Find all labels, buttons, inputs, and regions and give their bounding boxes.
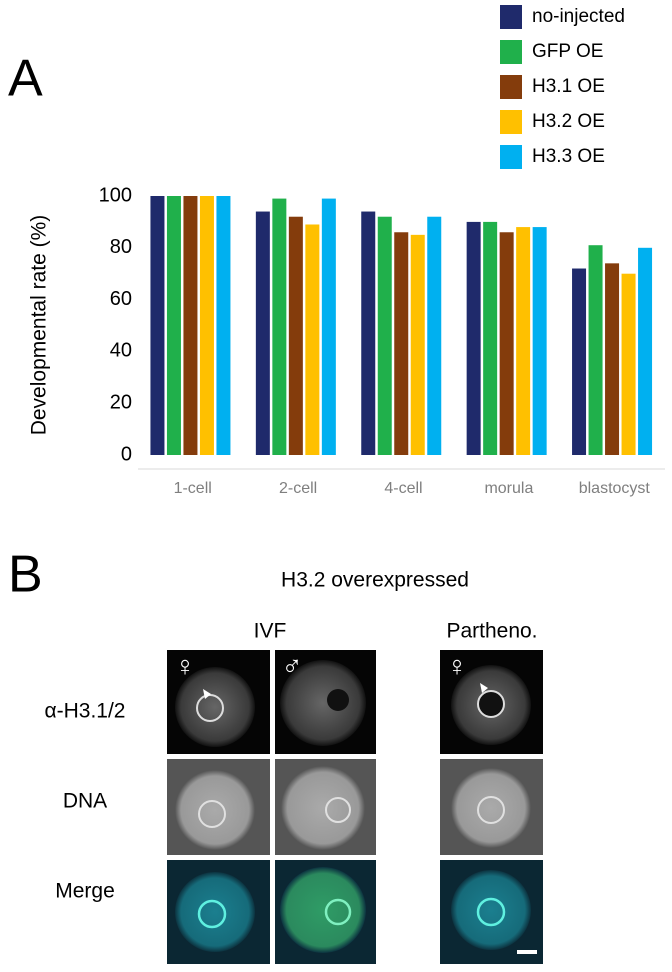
column-label: IVF (254, 620, 287, 643)
row-label: DNA (63, 790, 107, 813)
legend-label: H3.2 OE (532, 111, 605, 132)
bar (377, 216, 392, 455)
x-tick-label: 1-cell (174, 480, 212, 497)
pronucleus-symbol: ♂ (282, 650, 303, 681)
panel-title: H3.2 overexpressed (281, 569, 469, 592)
bar (605, 263, 620, 455)
legend-swatch (500, 5, 522, 29)
bar (427, 216, 442, 455)
pronucleus-symbol: ♀ (447, 650, 468, 681)
legend-swatch (500, 145, 522, 169)
column-label: Partheno. (446, 620, 537, 643)
y-tick-label: 40 (110, 340, 132, 362)
legend-swatch (500, 40, 522, 64)
row-label: α-H3.1/2 (44, 700, 125, 723)
pronucleus-symbol: ♀ (175, 650, 196, 681)
bar (272, 198, 287, 455)
y-axis-label: Developmental rate (%) (28, 215, 51, 436)
legend-swatch (500, 75, 522, 99)
legend-swatch (500, 110, 522, 134)
bar (183, 196, 198, 455)
bar (199, 196, 214, 455)
bar (150, 196, 165, 455)
bar (499, 232, 514, 455)
y-tick-label: 0 (121, 443, 132, 465)
bar (532, 227, 547, 455)
row-label: Merge (55, 880, 115, 903)
bar (216, 196, 231, 455)
bar (638, 247, 653, 455)
panel-label: B (8, 546, 43, 604)
x-tick-label: 4-cell (384, 480, 422, 497)
bar (166, 196, 181, 455)
y-tick-label: 20 (110, 391, 132, 413)
y-tick-label: 100 (99, 184, 132, 206)
bar (410, 234, 425, 455)
bar (466, 221, 481, 455)
bar (588, 245, 603, 455)
y-tick-label: 80 (110, 236, 132, 258)
bar (572, 268, 587, 455)
legend-label: H3.3 OE (532, 146, 605, 167)
bar (255, 211, 270, 455)
bar (321, 198, 336, 455)
bar (621, 273, 636, 455)
legend-label: no-injected (532, 6, 625, 27)
x-tick-label: morula (484, 480, 533, 497)
x-tick-label: blastocyst (579, 480, 651, 497)
micrographs (167, 650, 543, 964)
legend-label: H3.1 OE (532, 76, 605, 97)
bar (288, 216, 303, 455)
panel-label: A (8, 50, 43, 108)
legend-label: GFP OE (532, 41, 603, 62)
y-tick-label: 60 (110, 288, 132, 310)
bar (305, 224, 320, 455)
bar (483, 221, 498, 455)
x-tick-label: 2-cell (279, 480, 317, 497)
bar (361, 211, 376, 455)
bar (394, 232, 409, 455)
bar (516, 227, 531, 455)
